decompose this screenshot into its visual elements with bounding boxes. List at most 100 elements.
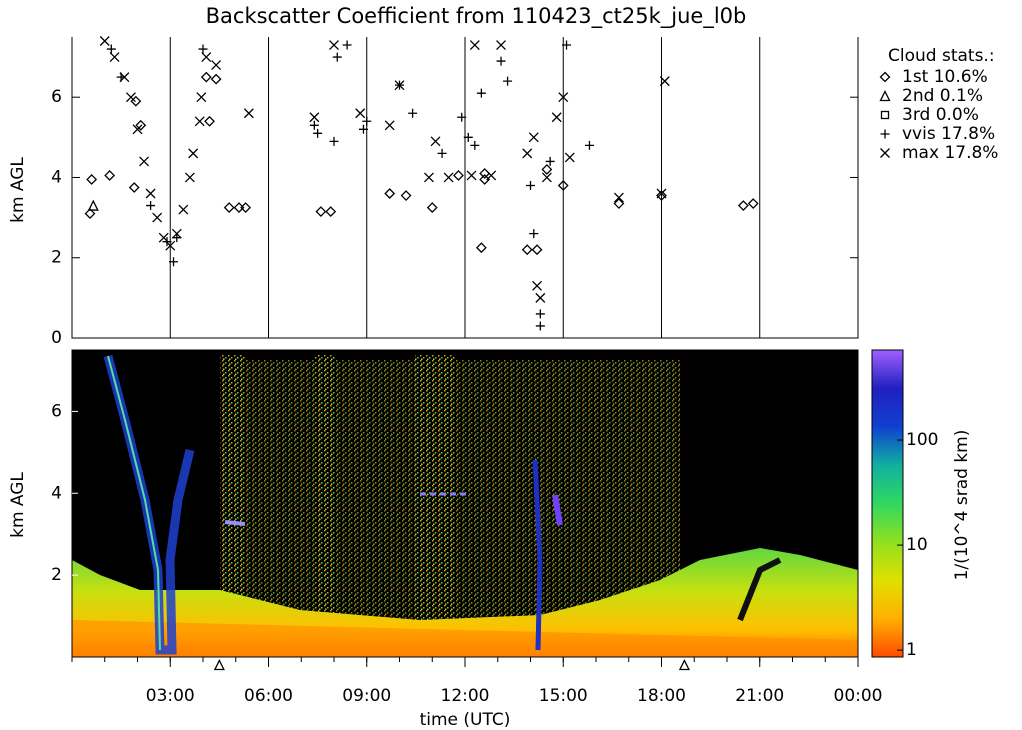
marker xyxy=(521,244,533,256)
marker xyxy=(437,148,447,158)
marker xyxy=(408,108,418,118)
marker xyxy=(139,156,150,167)
marker xyxy=(315,206,327,217)
y-axis-label: km AGL xyxy=(8,157,28,223)
marker xyxy=(198,44,208,54)
event-marker xyxy=(213,659,225,671)
marker xyxy=(613,192,624,203)
marker xyxy=(145,188,156,199)
chart-title: Backscatter Coefficient from 110423_ct25… xyxy=(206,4,747,29)
marker xyxy=(531,244,543,256)
marker xyxy=(426,202,438,213)
marker xyxy=(526,180,535,190)
marker xyxy=(532,280,543,291)
marker xyxy=(545,156,555,166)
x-tick-label: 09:00 xyxy=(342,686,391,706)
marker xyxy=(172,233,182,243)
marker xyxy=(535,292,546,303)
marker xyxy=(613,198,625,209)
colorbar-tick-label: 100 xyxy=(906,430,938,450)
legend-marker xyxy=(879,90,891,102)
marker xyxy=(400,190,412,201)
legend-title: Cloud stats.: xyxy=(888,46,995,66)
marker xyxy=(243,108,254,119)
marker xyxy=(479,168,491,179)
marker xyxy=(86,174,98,185)
y-tick-label: 4 xyxy=(51,483,62,503)
marker xyxy=(204,115,215,127)
marker xyxy=(184,172,195,183)
marker xyxy=(201,52,212,63)
marker xyxy=(384,120,395,131)
marker xyxy=(476,88,486,98)
y-tick-label: 2 xyxy=(51,248,62,268)
marker xyxy=(158,232,169,243)
marker xyxy=(135,119,147,131)
x-tick-label: 21:00 xyxy=(735,686,784,706)
legend-label: 3rd 0.0% xyxy=(902,105,979,125)
marker xyxy=(470,140,480,150)
x-tick-label: 12:00 xyxy=(441,686,490,706)
marker xyxy=(535,321,545,331)
y-axis-label: km AGL xyxy=(8,472,28,538)
marker xyxy=(528,132,539,143)
marker xyxy=(99,36,110,46)
marker xyxy=(329,136,339,146)
colorbar-label: 1/(10^4 srad km) xyxy=(952,430,972,581)
marker xyxy=(564,152,575,163)
legend-marker xyxy=(880,148,890,158)
marker xyxy=(737,200,749,211)
y-tick-label: 0 xyxy=(51,328,62,348)
marker xyxy=(240,202,251,213)
marker xyxy=(475,242,487,254)
marker xyxy=(529,229,539,239)
marker xyxy=(535,309,545,319)
marker xyxy=(233,202,245,213)
marker xyxy=(119,72,130,83)
marker xyxy=(503,76,513,86)
marker xyxy=(541,172,552,183)
x-axis-label: time (UTC) xyxy=(420,710,511,730)
colorbar-tick-label: 10 xyxy=(906,535,928,555)
marker xyxy=(384,188,396,199)
marker xyxy=(194,116,205,127)
x-tick-label: 06:00 xyxy=(244,686,293,706)
marker xyxy=(486,170,497,181)
y-tick-label: 6 xyxy=(51,401,62,421)
marker xyxy=(211,60,222,71)
marker xyxy=(443,172,454,183)
marker xyxy=(223,202,235,213)
marker xyxy=(128,182,140,193)
marker xyxy=(196,92,207,103)
marker xyxy=(584,140,594,150)
marker xyxy=(329,40,339,50)
marker xyxy=(84,208,96,220)
marker xyxy=(496,40,506,50)
marker xyxy=(479,174,491,185)
marker xyxy=(309,112,320,123)
marker xyxy=(309,120,319,130)
marker xyxy=(332,52,342,62)
legend-label: vvis 17.8% xyxy=(902,124,995,144)
marker xyxy=(424,172,434,183)
y-tick-label: 6 xyxy=(51,87,62,107)
marker xyxy=(125,92,136,103)
marker xyxy=(342,40,352,50)
x-tick-label: 03:00 xyxy=(146,686,195,706)
legend-label: 2nd 0.1% xyxy=(902,86,983,106)
marker xyxy=(109,52,120,63)
marker xyxy=(210,73,222,85)
marker xyxy=(171,228,182,239)
marker xyxy=(496,56,506,66)
legend-marker xyxy=(880,110,890,120)
legend-label: 1st 10.6% xyxy=(902,67,988,87)
marker xyxy=(430,136,441,147)
legend-marker xyxy=(880,129,890,139)
y-tick-label: 4 xyxy=(51,167,62,187)
marker xyxy=(152,212,163,223)
legend-marker xyxy=(879,71,891,83)
marker xyxy=(453,170,464,181)
marker xyxy=(355,108,366,119)
marker xyxy=(747,198,759,209)
